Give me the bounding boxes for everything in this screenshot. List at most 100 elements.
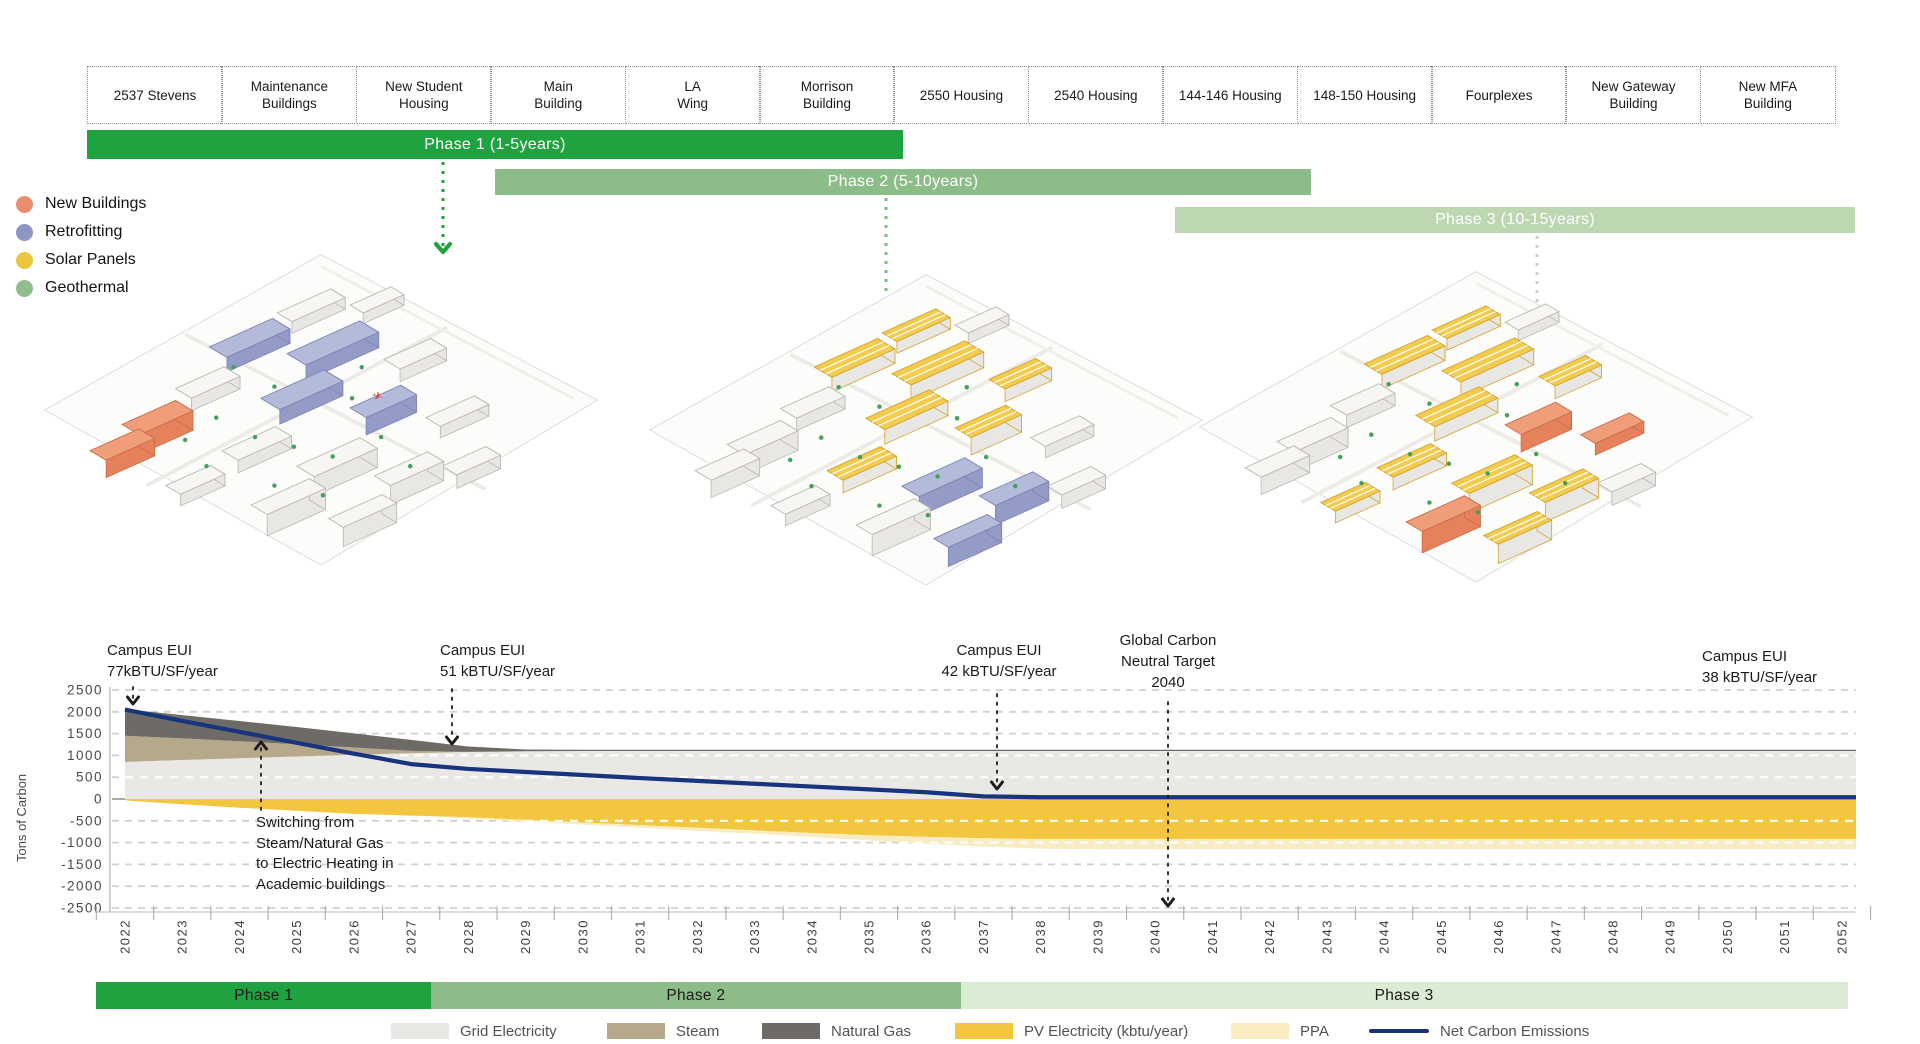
map-building-roof [1046,466,1107,496]
chart-legend-item: PPA [1231,1020,1329,1042]
solar-panel-stripe [1549,361,1597,384]
map-building-roof [1029,415,1095,447]
annotation-line: to Electric Heating in [256,855,394,872]
map-building-roof [1482,511,1553,545]
geothermal-tree-dot [272,384,277,389]
geothermal-tree-dot [925,513,931,518]
annotation-line: Steam/Natural Gas [256,834,384,852]
building-cell: Main Building [490,66,627,124]
solar-panel-stripe [1325,484,1371,507]
year-label: 2034 [804,919,819,954]
annotation-eui-51: Campus EUI 51 kBTU/SF/year [440,640,555,682]
geothermal-tree-dot [378,434,384,440]
geothermal-tree-dot [877,404,882,409]
map-building-roof [349,384,418,419]
building-cell: LA Wing [624,66,761,124]
solar-panel-stripe [891,314,946,340]
map-building-roof [932,514,1003,548]
annotation-line: Campus EUI [107,642,193,659]
solar-panel-stripe [999,364,1047,387]
annotation-line: 77kBTU/SF/year [107,663,218,680]
annotation-carbon-neutral-2040: Global Carbon Neutral Target 2040 [1090,630,1246,693]
building-cell-line: 148-150 Housing [1313,87,1417,103]
map-building-roof [276,288,347,323]
building-cell: New MFA Building [1699,66,1836,124]
carbon-neutral-2040-arrowhead-icon [1161,897,1175,908]
geothermal-tree-dot [1407,451,1413,457]
geothermal-tree-dot [1485,471,1490,476]
annotation-line: Campus EUI [440,642,526,659]
geothermal-tree-dot [1514,381,1519,387]
building-cell: 2540 Housing [1027,66,1164,124]
building-cell: 2537 Stevens [87,66,223,124]
solar-panel-stripe [1436,308,1491,334]
annotation-line: Campus EUI [956,642,1042,659]
map-building-roof [779,386,846,419]
year-label: 2029 [518,919,533,954]
building-cell-line: Buildings [262,96,317,111]
annotation-line: Switching from [256,814,355,831]
phase-bottom-band: Phase 3 [960,982,1848,1009]
building-cell-line: Building [1743,96,1792,111]
year-label: 2036 [919,919,934,954]
solar-panel-stripe [898,344,972,378]
map-building-roof [813,337,896,378]
geothermal-tree-dot [954,416,960,421]
steam-swatch [607,1023,665,1039]
geothermal-tree-dot [320,493,326,498]
building-cell-line: Building [803,96,852,111]
year-label: 2047 [1548,919,1563,954]
map-legend-label: Solar Panels [45,251,136,268]
campus-road [320,265,574,400]
map-building-roof [1405,495,1482,533]
map-building-roof [826,446,898,481]
grid-electricity-area [125,751,1856,799]
year-label: 2024 [232,919,247,954]
year-label: 2045 [1434,919,1449,954]
grid-electricity-swatch [391,1023,449,1039]
solar-panel-stripe [878,396,942,427]
y-axis-title: Tons of Carbon [14,773,29,862]
solar-panel-stripe [1488,513,1543,539]
building-timeline-row: 2537 Stevens Maintenance Buildings New Stud… [87,66,1836,124]
year-label: 2030 [575,919,590,954]
map-legend: New Buildings Retrofitting Solar Panels Geo… [16,190,146,302]
phase-bottom-band: Phase 1 [96,982,432,1009]
building-cell: Fourplexes [1431,66,1568,124]
building-cell-line: Housing [399,96,449,111]
solar-panel-stripe [1544,358,1592,381]
map-building-roof [208,317,291,358]
y-tick-label: 2500 [67,683,103,698]
building-cell-line: LA [684,79,701,94]
geothermal-tree-dot [408,463,413,469]
building-cell-line: 144-146 Housing [1178,87,1282,103]
y-tick-label: 500 [76,770,103,785]
map-building-roof [383,338,448,370]
natural-gas-area [125,709,1856,752]
phase-bottom-band: Phase 2 [431,982,961,1009]
pv-electricity-kbtu-year--area [125,799,1856,840]
geothermal-tree-dot [291,444,297,449]
map-building-roof [1450,454,1534,495]
building-cell: New Student Housing [355,66,492,124]
chart-legend-item: PV Electricity (kbtu/year) [955,1020,1188,1042]
chart-legend-label: Steam [676,1022,720,1040]
net-carbon-emissions-line [124,707,1856,800]
map-building-roof [1596,463,1657,493]
year-label: 2043 [1319,919,1334,954]
building-cell-line: 2550 Housing [919,87,1004,103]
geothermal-tree-dot [809,483,814,489]
natural-gas-swatch [762,1023,820,1039]
building-cell-line: 2537 Stevens [113,87,197,103]
solar-panel-stripe [1382,446,1436,472]
phase-top-bar: Phase 3 (10-15years) [1175,207,1855,233]
phase-top-bar: Phase 2 (5-10years) [495,169,1311,195]
eui-51-arrowhead-icon [445,735,459,746]
annotation-switching: Switching from Steam/Natural Gas to Electr… [256,813,394,895]
map-building-roof [954,306,1010,334]
map-building-roof [286,320,380,366]
map-building-roof [881,308,952,343]
building-cell: Maintenance Buildings [221,66,358,124]
y-tick-label: 2000 [67,704,103,719]
chart-legend-label: Net Carbon Emissions [1440,1022,1590,1040]
